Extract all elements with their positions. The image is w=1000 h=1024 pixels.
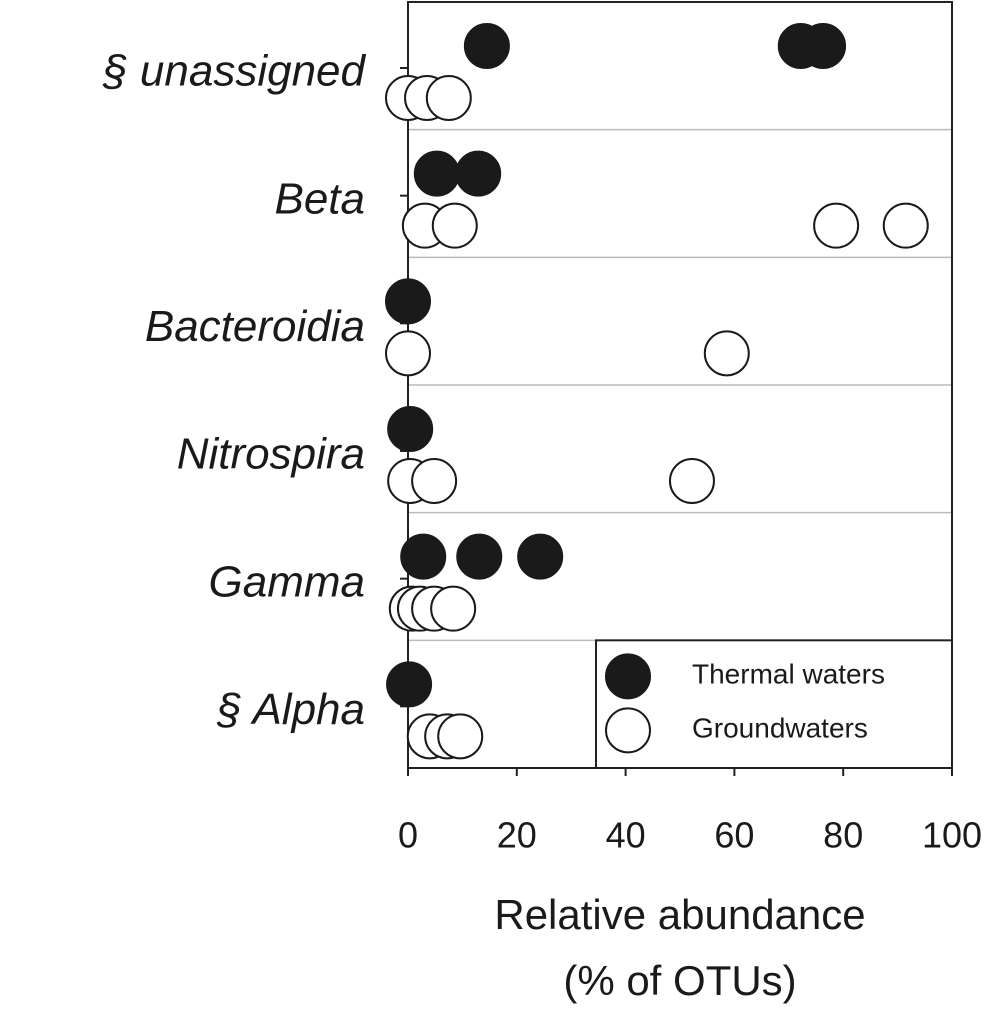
legend-marker [605, 653, 651, 700]
dot [455, 150, 502, 197]
x-axis-label: (% of OTUs) [563, 957, 796, 1004]
x-tick-label: 80 [823, 815, 863, 856]
legend-marker [605, 707, 651, 754]
category-label: § unassigned [102, 47, 366, 96]
dot [463, 23, 510, 69]
dot [517, 533, 564, 580]
dot [456, 533, 503, 580]
dot [385, 330, 431, 377]
x-tick-label: 100 [922, 815, 982, 856]
dot [703, 330, 750, 377]
category-label: § Alpha [216, 685, 365, 734]
x-tick-label: 20 [497, 815, 537, 856]
category-label: Gamma [209, 557, 365, 606]
dot [386, 661, 433, 708]
x-tick-label: 60 [714, 815, 754, 856]
dot [437, 713, 484, 760]
dot [411, 458, 458, 504]
dot [431, 202, 478, 249]
legend-box [595, 639, 953, 769]
dot [400, 533, 447, 580]
dot [385, 278, 431, 325]
category-label: Beta [274, 174, 365, 223]
dot [387, 406, 434, 452]
x-axis-label: Relative abundance [494, 891, 865, 938]
x-tick-label: 0 [398, 815, 418, 856]
dot [800, 23, 847, 69]
category-label: Bacteroidia [145, 302, 365, 351]
dot [413, 150, 460, 197]
dot [425, 75, 472, 121]
dot [430, 585, 477, 632]
dot [882, 202, 929, 249]
dot [668, 458, 715, 504]
x-tick-label: 40 [606, 815, 646, 856]
legend-label: Thermal waters [692, 659, 885, 690]
dot [813, 202, 860, 249]
category-label: Nitrospira [177, 430, 365, 479]
legend-label: Groundwaters [692, 713, 868, 744]
